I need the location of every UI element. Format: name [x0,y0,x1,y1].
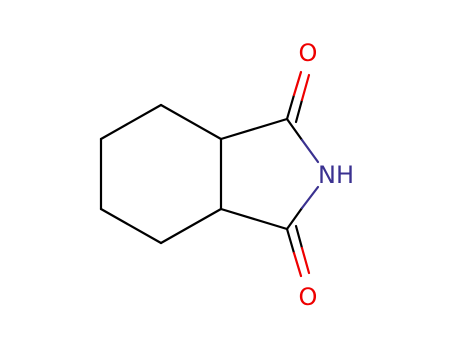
bond [285,93,296,121]
bond [285,206,304,231]
bond [292,70,303,97]
carbonyl-top [285,70,311,124]
bond [292,251,303,278]
atom-label: NH [318,161,354,189]
atom-label: O [299,283,318,311]
atom-label: O [299,39,318,67]
bond [99,103,163,141]
bond [159,207,223,245]
carbonyl-bottom [285,224,311,278]
bond [294,98,304,124]
cyclohexane-ring [99,103,223,245]
bond [285,117,304,142]
bond [300,246,311,275]
bond [300,185,320,210]
bond [219,207,289,231]
bond [294,224,304,250]
bond [219,117,289,141]
imide-ring [219,117,320,231]
bond [99,207,163,245]
bond [300,138,320,164]
bond [300,73,311,102]
bond [159,103,223,141]
bond [285,227,296,255]
